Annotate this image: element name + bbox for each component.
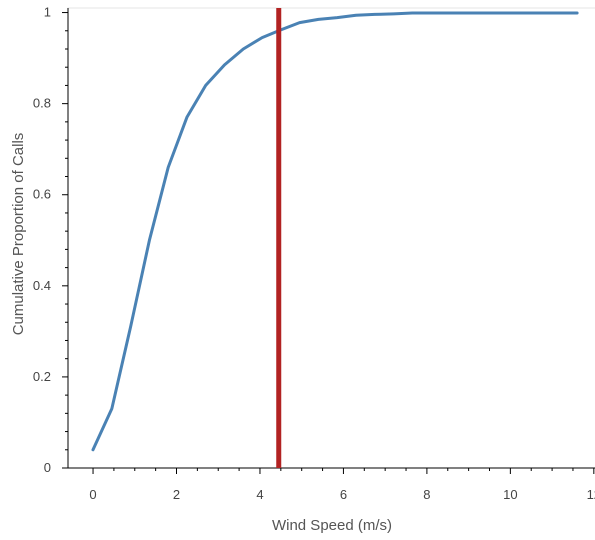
y-tick-label: 1	[44, 5, 51, 20]
x-axis: 0 2 4 6 8 10 12	[68, 467, 595, 502]
cumulative-line	[91, 11, 579, 452]
x-tick-label: 12	[587, 487, 595, 502]
y-tick-label: 0	[44, 460, 51, 475]
y-tick-label: 0.6	[33, 187, 51, 202]
x-tick-label: 10	[503, 487, 517, 502]
x-tick-label: 6	[340, 487, 347, 502]
plot-frame	[67, 7, 595, 469]
y-tick-label: 0.4	[33, 278, 51, 293]
x-tick-label: 4	[256, 487, 263, 502]
x-tick-label: 2	[173, 487, 180, 502]
series-layer	[91, 11, 579, 452]
x-axis-title: Wind Speed (m/s)	[272, 517, 392, 534]
x-tick-label: 0	[89, 487, 96, 502]
y-tick-label: 0.8	[33, 96, 51, 111]
y-tick-label: 0.2	[33, 369, 51, 384]
y-axis: 0 0.2 0.4 0.6 0.8 1	[33, 5, 69, 475]
x-tick-label: 8	[423, 487, 430, 502]
y-axis-title: Cumulative Proportion of Calls	[10, 133, 27, 336]
plot-area	[67, 7, 595, 469]
